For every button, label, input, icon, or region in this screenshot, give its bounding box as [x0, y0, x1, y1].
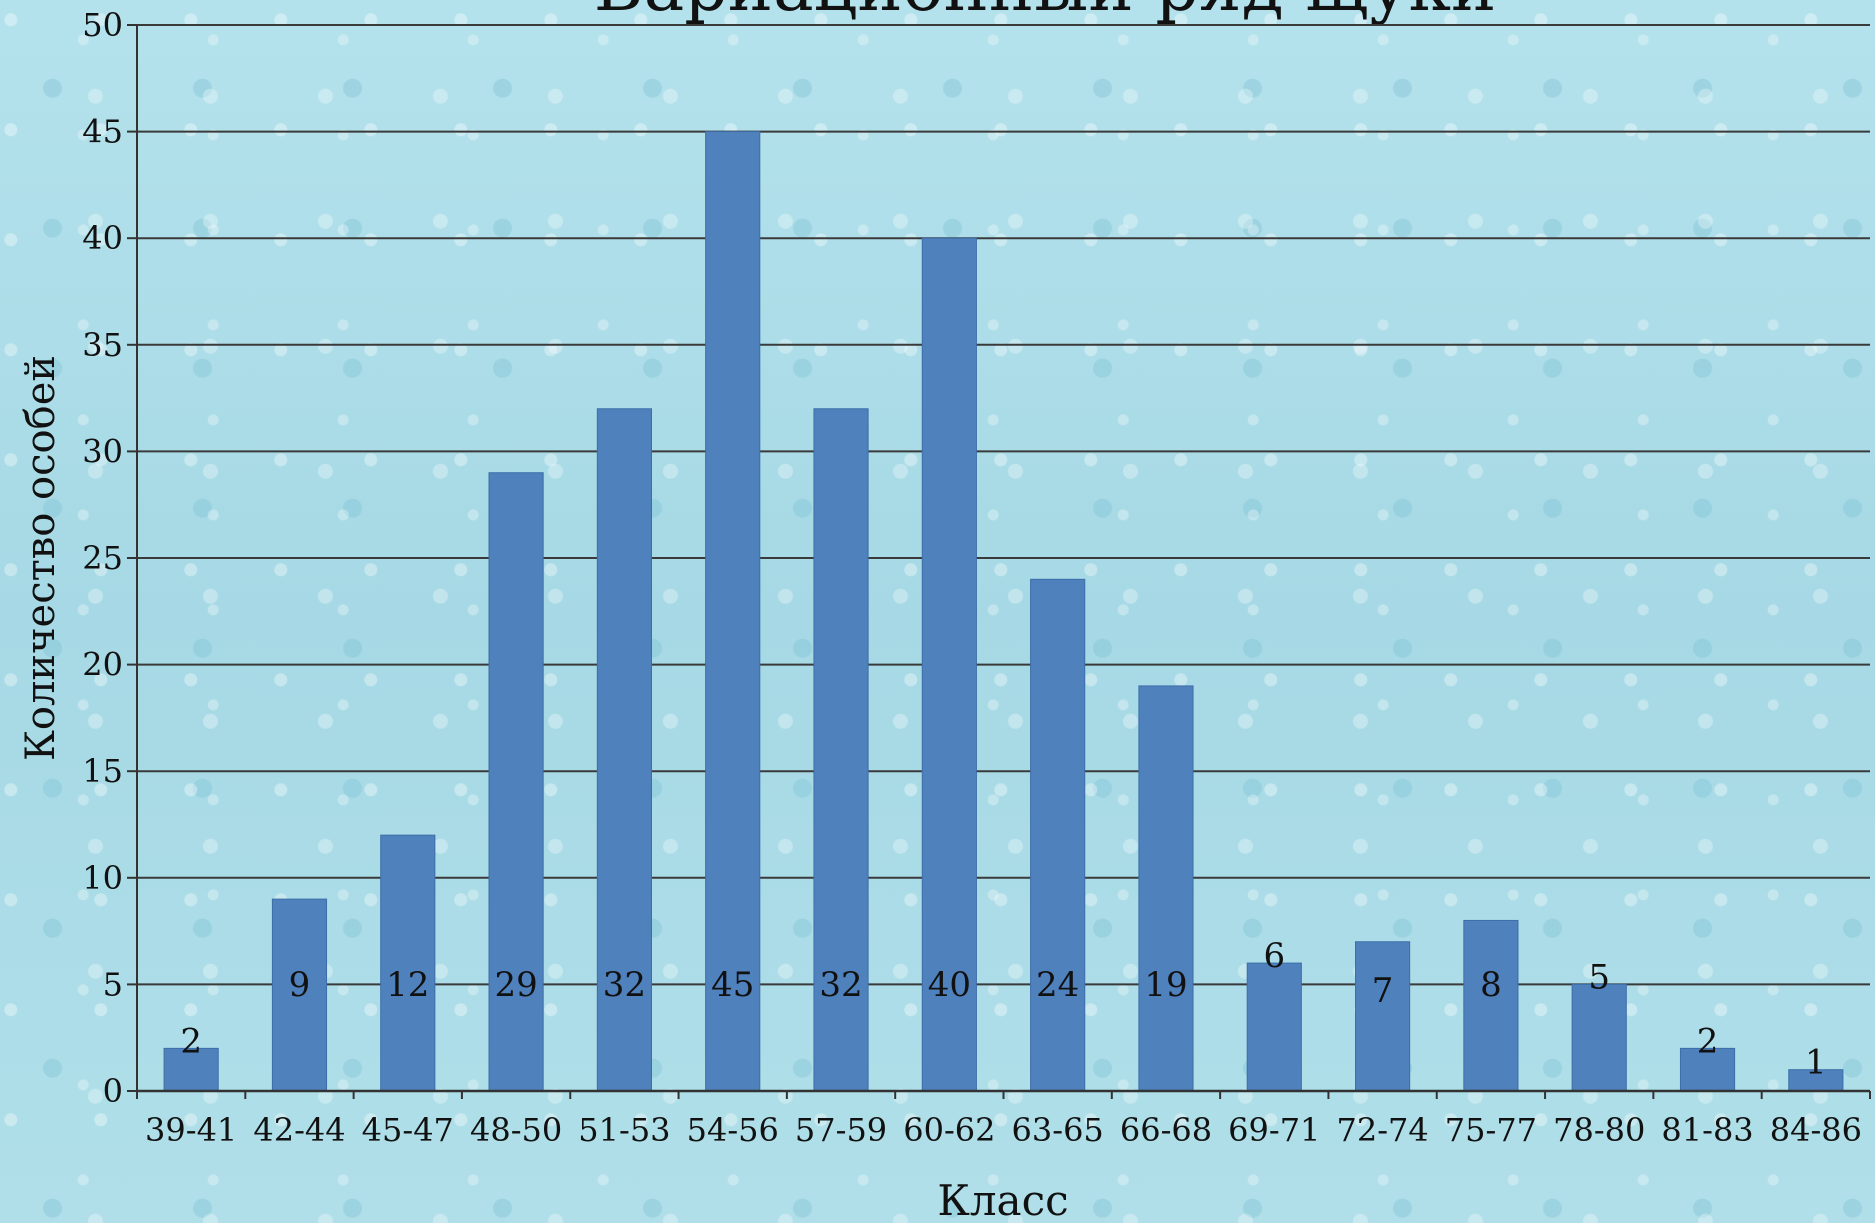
data-label: 1: [1805, 1043, 1827, 1083]
bar-42-44: [271, 898, 328, 1092]
data-label: 29: [494, 965, 537, 1005]
x-tick-label: 57-59: [795, 1111, 887, 1149]
bar-39-41: [163, 1047, 219, 1092]
x-tick-label: 84-86: [1770, 1111, 1862, 1149]
x-tick-label: 78-80: [1553, 1111, 1645, 1149]
y-axis-ticks: 0 5 10 15 20 25 30 35 40 45 50: [82, 6, 137, 1110]
y-tick-label: 35: [82, 326, 123, 364]
data-label: 40: [928, 965, 971, 1005]
y-tick-label: 45: [82, 113, 123, 151]
bar-54-56: [705, 131, 761, 1092]
y-tick-label: 15: [82, 752, 123, 790]
y-tick-label: 40: [82, 219, 123, 257]
data-label: 19: [1144, 965, 1187, 1005]
data-label: 7: [1372, 971, 1394, 1011]
bar-69-71: [1246, 962, 1302, 1092]
x-tick-label: 39-41: [145, 1111, 237, 1149]
y-tick-label: 50: [82, 6, 123, 44]
y-tick-label: 30: [82, 432, 123, 470]
data-label: 32: [603, 965, 646, 1005]
data-label: 12: [386, 965, 429, 1005]
x-tick-label: 48-50: [470, 1111, 562, 1149]
bar-60-62: [921, 237, 977, 1092]
x-tick-label: 45-47: [362, 1111, 454, 1149]
bar-81-83: [1679, 1047, 1736, 1092]
chart-title: Вариационный ряд щуки: [594, 0, 1497, 27]
data-label: 2: [1697, 1021, 1719, 1061]
x-tick-label: 72-74: [1336, 1111, 1428, 1149]
x-tick-label: 51-53: [578, 1111, 670, 1149]
data-label: 6: [1263, 936, 1285, 976]
y-tick-label: 0: [103, 1072, 123, 1110]
x-tick-label: 66-68: [1120, 1111, 1212, 1149]
bars: [163, 131, 1844, 1092]
bar-78-80: [1571, 983, 1627, 1092]
y-axis-label: Количество особей: [18, 355, 64, 761]
data-label: 45: [711, 965, 754, 1005]
x-tick-label: 69-71: [1228, 1111, 1320, 1149]
x-tick-label: 81-83: [1661, 1111, 1753, 1149]
data-label: 5: [1588, 957, 1610, 997]
x-axis-ticks: 39-41 42-44 45-47 48-50 51-53 54-56 57-59 60-62…: [136, 1091, 1871, 1149]
bar-45-47: [380, 834, 436, 1092]
data-label: 24: [1036, 965, 1079, 1005]
x-tick-label: 60-62: [903, 1111, 995, 1149]
x-tick-label: 75-77: [1445, 1111, 1537, 1149]
y-tick-label: 10: [82, 859, 123, 897]
data-label: 8: [1480, 965, 1502, 1005]
x-tick-label: 42-44: [253, 1111, 345, 1149]
data-label: 32: [819, 965, 862, 1005]
data-label: 2: [180, 1021, 202, 1061]
bar-66-68: [1138, 685, 1194, 1092]
x-tick-label: 63-65: [1012, 1111, 1104, 1149]
y-tick-label: 20: [82, 646, 123, 684]
data-label: 9: [289, 965, 311, 1005]
y-tick-label: 25: [82, 539, 123, 577]
y-tick-label: 5: [103, 965, 123, 1003]
bar-72-74: [1355, 941, 1411, 1092]
bar-51-53: [596, 408, 652, 1092]
bar-63-65: [1030, 578, 1086, 1092]
x-tick-label: 54-56: [687, 1111, 779, 1149]
bar-57-59: [813, 408, 869, 1092]
x-axis-label: Класс: [937, 1176, 1068, 1223]
bar-75-77: [1463, 919, 1519, 1092]
